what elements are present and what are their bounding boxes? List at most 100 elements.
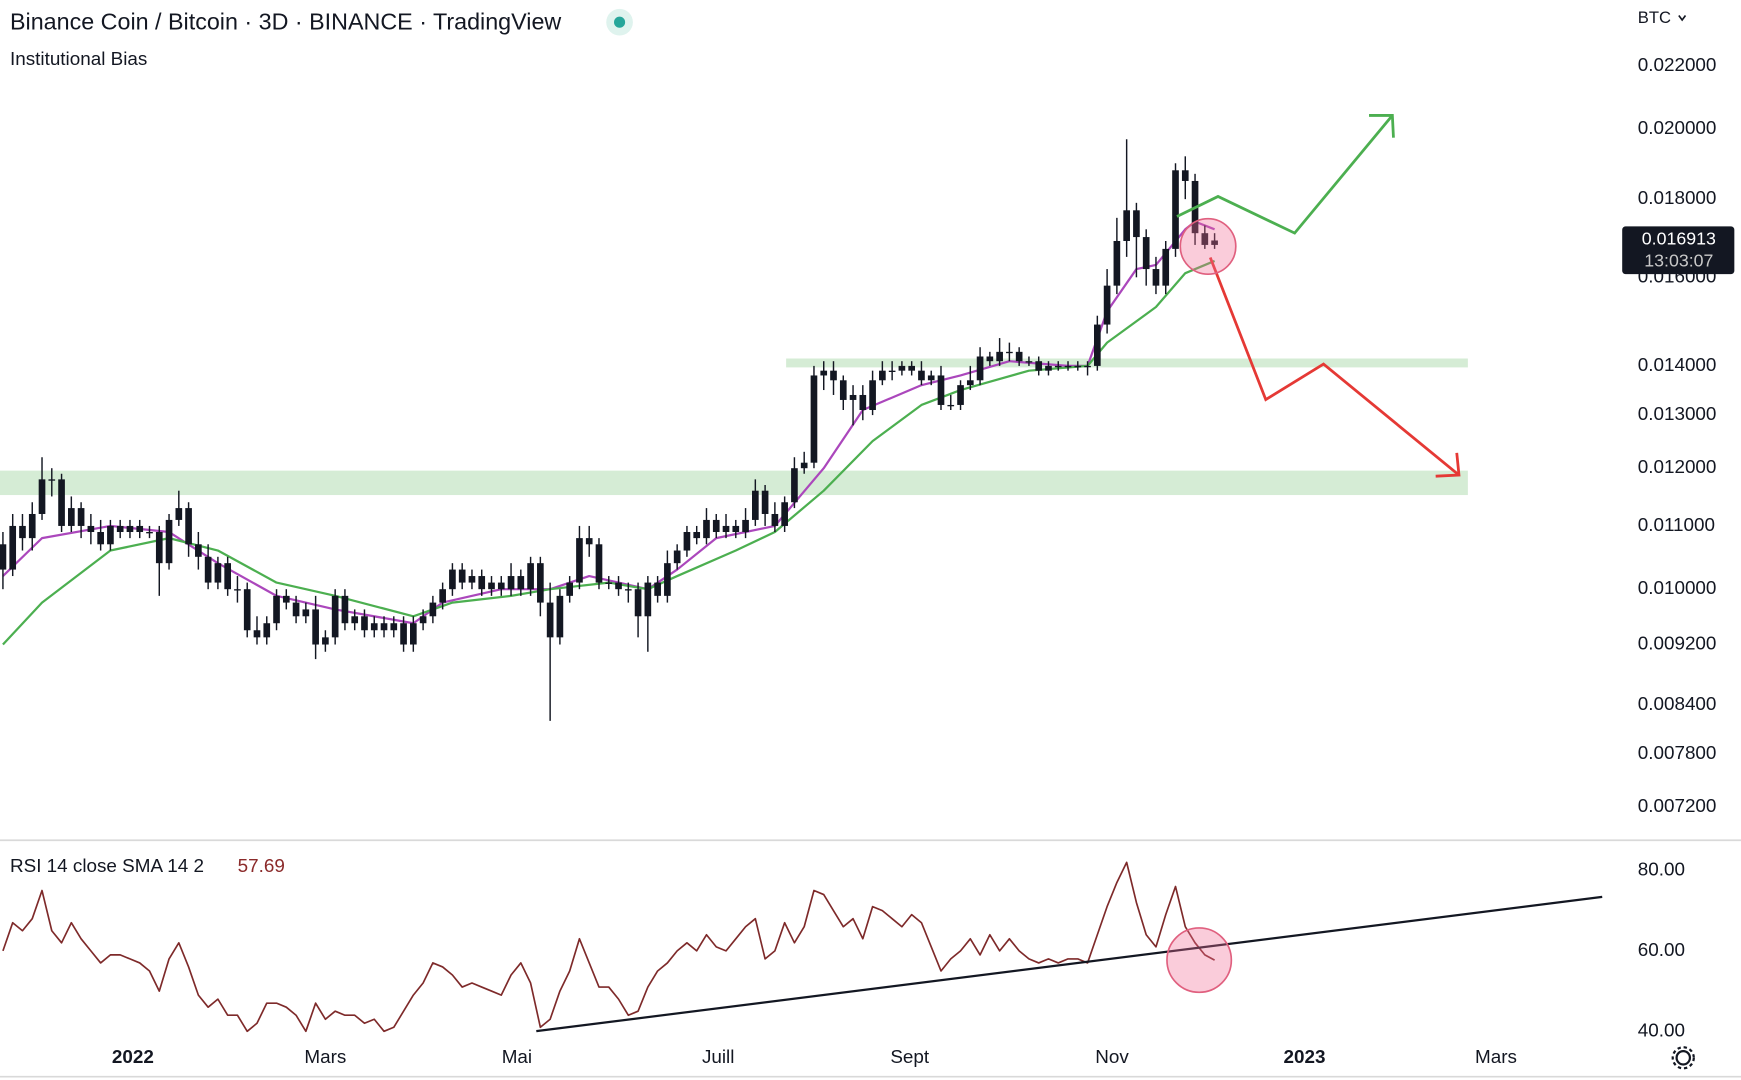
bullish-arrow <box>1176 114 1394 235</box>
candle-body <box>888 370 896 373</box>
candle-body <box>370 623 378 631</box>
candle-body <box>77 508 85 526</box>
currency-selector[interactable]: BTC <box>1638 8 1671 27</box>
candle-body <box>341 595 349 624</box>
candle-body <box>488 582 495 590</box>
candle-body <box>830 370 837 381</box>
arrow-head <box>1369 114 1395 138</box>
candle-body <box>273 595 280 624</box>
candle-body <box>1064 365 1072 368</box>
candle-body <box>732 525 740 533</box>
candle-body <box>712 519 720 533</box>
candle-body <box>1006 351 1013 354</box>
candle-body <box>87 525 95 533</box>
x-tick-label: 2023 <box>1284 1046 1326 1067</box>
y-tick-label: 0.012000 <box>1638 456 1717 477</box>
candle-body <box>869 380 876 411</box>
moving-average <box>2 220 1215 625</box>
candle-body <box>361 616 368 631</box>
candle-body <box>478 576 486 590</box>
candle-body <box>927 375 935 381</box>
candle-body <box>1045 365 1052 371</box>
candle-body <box>292 602 300 617</box>
candle-body <box>1172 170 1179 249</box>
y-tick-label: 0.008400 <box>1638 693 1717 714</box>
candle-body <box>820 370 828 376</box>
candle-body <box>976 356 984 381</box>
status-dot <box>614 16 626 28</box>
candle-body <box>742 519 749 533</box>
candle-body <box>390 623 398 631</box>
candle-body <box>97 532 104 545</box>
candle-body <box>1181 170 1189 181</box>
candle-body <box>9 525 17 570</box>
candle-body <box>282 595 290 603</box>
candle-body <box>1103 285 1111 325</box>
candle-body <box>175 508 183 520</box>
countdown: 13:03:07 <box>1644 251 1713 271</box>
candle-body <box>136 525 144 533</box>
candle-body <box>556 595 564 638</box>
candle-body <box>380 623 388 631</box>
candle-body <box>458 569 466 583</box>
candle-body <box>771 513 779 526</box>
candle-body <box>28 513 36 539</box>
candle-body <box>585 538 593 545</box>
candle-body <box>165 519 173 564</box>
y-tick-label: 60.00 <box>1638 939 1685 960</box>
y-tick-label: 0.007200 <box>1638 795 1717 816</box>
y-tick-label: 80.00 <box>1638 858 1685 879</box>
candle-body <box>1113 240 1121 286</box>
candle-body <box>48 479 56 481</box>
candle-body <box>243 589 251 631</box>
settings-icon[interactable] <box>1675 1050 1692 1066</box>
candle-body <box>918 370 925 381</box>
candle-body <box>1094 324 1101 366</box>
price-badge <box>1622 226 1735 275</box>
candle-body <box>957 385 964 405</box>
candle-body <box>204 556 212 583</box>
candle-body <box>507 576 515 590</box>
candle-body <box>644 582 652 617</box>
candle-body <box>68 508 75 526</box>
candle-body <box>351 616 359 624</box>
x-tick-label: 2022 <box>112 1046 154 1067</box>
candle-body <box>410 623 417 645</box>
candle-body <box>1074 365 1082 368</box>
candle-body <box>996 351 1003 362</box>
candle-body <box>155 532 163 564</box>
candle-body <box>664 563 671 596</box>
candle-body <box>634 589 642 617</box>
candle-body <box>527 563 534 590</box>
highlight-circle <box>1179 217 1237 275</box>
candle-body <box>0 544 7 570</box>
y-tick-label: 0.013000 <box>1638 403 1717 424</box>
candle-body <box>966 380 974 386</box>
candle-body <box>859 394 867 411</box>
candle-body <box>781 502 788 526</box>
candle-body <box>126 525 134 533</box>
candle-body <box>947 404 955 407</box>
candle-body <box>791 468 798 503</box>
arrow-head <box>1435 452 1461 478</box>
candle-body <box>1035 361 1043 371</box>
candle-body <box>849 394 857 400</box>
x-tick-label: Juill <box>702 1046 735 1067</box>
candle-body <box>879 370 886 381</box>
x-tick-label: Mars <box>304 1046 346 1067</box>
rsi-last-value: 57.69 <box>238 855 285 876</box>
support-zone <box>786 358 1468 368</box>
candle-body <box>1201 233 1209 245</box>
settings-icon[interactable] <box>1671 1046 1695 1070</box>
y-tick-label: 40.00 <box>1638 1019 1685 1040</box>
y-tick-label: 0.010000 <box>1638 577 1717 598</box>
dropdown-icon[interactable] <box>1678 15 1687 22</box>
candle-body <box>722 525 730 533</box>
candle-body <box>673 550 681 564</box>
candle-body <box>107 525 114 545</box>
candle-body <box>546 602 554 638</box>
candle-body <box>429 602 437 617</box>
